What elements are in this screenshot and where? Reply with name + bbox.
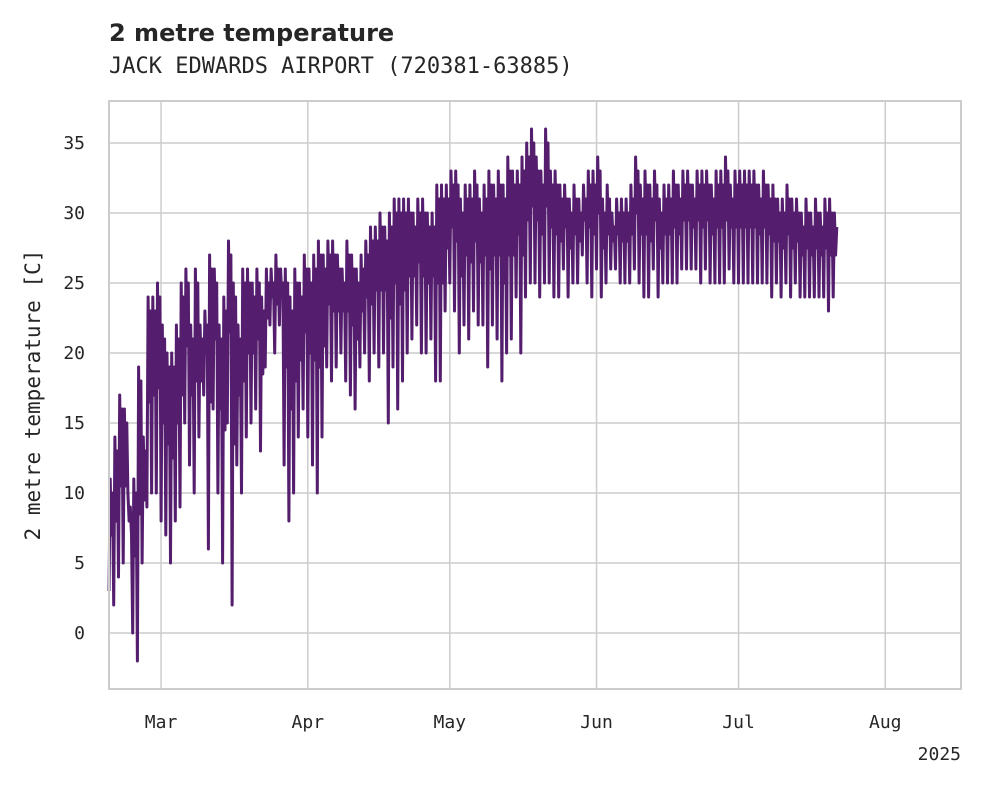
y-tick-label: 0	[74, 623, 85, 644]
x-tick-label: Apr	[292, 712, 325, 733]
x-offset-label: 2025	[918, 744, 961, 765]
temperature-series-line	[107, 127, 839, 663]
x-tick-label: Jun	[580, 712, 613, 733]
y-axis-label: 2 metre temperature [C]	[21, 250, 45, 541]
axes-frame	[108, 100, 962, 690]
y-tick-label: 15	[63, 413, 85, 434]
y-tick-label: 25	[63, 273, 85, 294]
x-tick-label: Aug	[869, 712, 902, 733]
y-tick-label: 35	[63, 133, 85, 154]
y-tick-labels: 0 5 10 15 20 25 30 35	[63, 133, 85, 644]
x-tick-label: Mar	[145, 712, 178, 733]
y-tick-label: 30	[63, 203, 85, 224]
y-tick-label: 20	[63, 343, 85, 364]
x-tick-label: Jul	[722, 712, 755, 733]
plot-area	[107, 127, 839, 663]
y-tick-label: 10	[63, 483, 85, 504]
x-tick-labels: Mar Apr May Jun Jul Aug	[145, 712, 902, 733]
chart-subtitle: JACK EDWARDS AIRPORT (720381-63885)	[109, 54, 573, 79]
y-tick-label: 5	[74, 553, 85, 574]
x-tick-label: May	[434, 712, 467, 733]
chart-title: 2 metre temperature	[109, 19, 394, 47]
